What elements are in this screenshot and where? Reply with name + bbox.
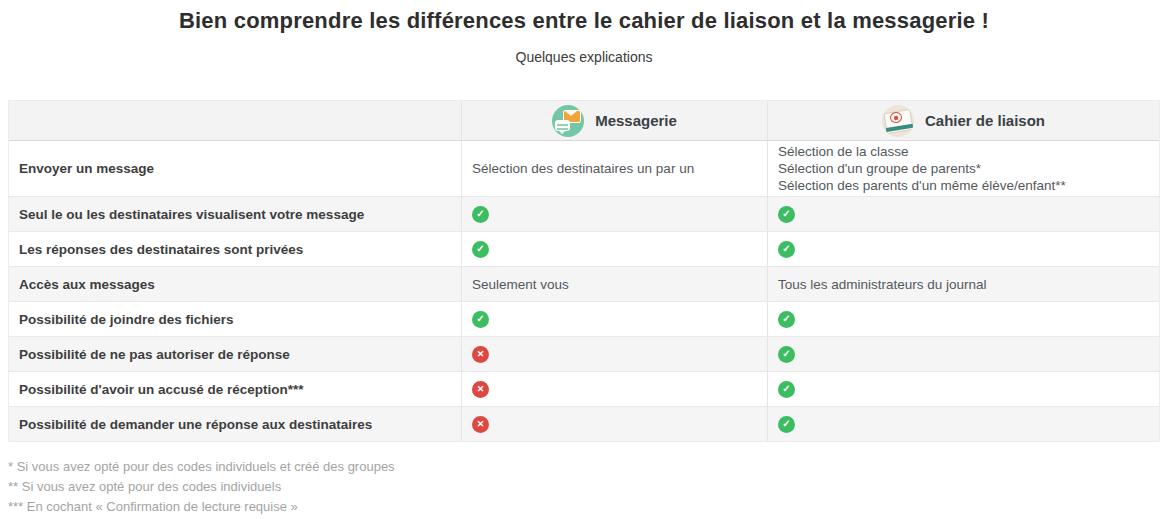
cell-messagerie: Sélection des destinataires un par un [461,141,767,196]
table-row: Les réponses des destinataires sont priv… [9,231,1159,266]
check-icon: ✓ [778,346,795,363]
page-subtitle: Quelques explications [0,49,1168,65]
cross-icon: ✕ [472,381,489,398]
header-cahier-label: Cahier de liaison [925,112,1045,129]
cell-text-line: Sélection d'un groupe de parents* [778,160,981,177]
page: Bien comprendre les différences entre le… [0,8,1168,517]
messagerie-icon [552,105,584,137]
table-row: Possibilité d'avoir un accusé de récepti… [9,371,1159,406]
row-label: Possibilité de ne pas autoriser de répon… [9,337,461,371]
check-icon: ✓ [778,416,795,433]
header-messagerie-label: Messagerie [595,112,677,129]
header-messagerie-cell: Messagerie [461,101,767,140]
speech-bubble-icon [555,120,570,131]
header-cahier-cell: Cahier de liaison [767,101,1159,140]
cell-cahier: Tous les administrateurs du journal [767,267,1159,301]
table-body: Envoyer un message Sélection des destina… [9,141,1159,441]
cell-cahier: ✓ [767,197,1159,231]
cell-cahier: ✓ [767,337,1159,371]
cell-cahier: Sélection de la classeSélection d'un gro… [767,141,1159,196]
row-label: Accès aux messages [9,267,461,301]
comparison-table: Messagerie Cahier de liaison Envoyer un … [8,100,1160,442]
cell-text-line: Seulement vous [472,276,569,293]
row-label: Possibilité de demander une réponse aux … [9,407,461,441]
row-label: Seul le ou les destinataires visualisent… [9,197,461,231]
check-icon: ✓ [778,241,795,258]
cell-messagerie: ✓ [461,232,767,266]
row-label: Les réponses des destinataires sont priv… [9,232,461,266]
table-row: Possibilité de demander une réponse aux … [9,406,1159,441]
table-row: Accès aux messages Seulement vous Tous l… [9,266,1159,301]
table-row: Possibilité de joindre des fichiers ✓ ✓ [9,301,1159,336]
check-icon: ✓ [472,206,489,223]
cell-messagerie: ✕ [461,407,767,441]
table-header-row: Messagerie Cahier de liaison [9,101,1159,141]
cell-text-line: Tous les administrateurs du journal [778,276,987,293]
cell-messagerie: Seulement vous [461,267,767,301]
cahier-de-liaison-icon [882,105,914,137]
footnote: *** En cochant « Confirmation de lecture… [8,497,1168,517]
row-label: Possibilité d'avoir un accusé de récepti… [9,372,461,406]
cell-text-line: Sélection des parents d'un même élève/en… [778,177,1066,194]
cell-cahier: ✓ [767,407,1159,441]
cell-text-line: Sélection des destinataires un par un [472,160,694,177]
cross-icon: ✕ [472,416,489,433]
row-label: Envoyer un message [9,141,461,196]
check-icon: ✓ [778,381,795,398]
table-row: Seul le ou les destinataires visualisent… [9,196,1159,231]
footnote: ** Si vous avez opté pour des codes indi… [8,477,1168,497]
row-label: Possibilité de joindre des fichiers [9,302,461,336]
cell-cahier: ✓ [767,302,1159,336]
cell-messagerie: ✕ [461,337,767,371]
check-icon: ✓ [472,311,489,328]
cross-icon: ✕ [472,346,489,363]
footnotes: * Si vous avez opté pour des codes indiv… [8,457,1168,517]
check-icon: ✓ [472,241,489,258]
header-feature-cell [9,101,461,140]
cell-messagerie: ✕ [461,372,767,406]
cell-messagerie: ✓ [461,302,767,336]
check-icon: ✓ [778,206,795,223]
table-row: Possibilité de ne pas autoriser de répon… [9,336,1159,371]
footnote: * Si vous avez opté pour des codes indiv… [8,457,1168,477]
check-icon: ✓ [778,311,795,328]
cell-cahier: ✓ [767,372,1159,406]
cell-text-line: Sélection de la classe [778,143,909,160]
page-title: Bien comprendre les différences entre le… [0,8,1168,34]
table-row: Envoyer un message Sélection des destina… [9,141,1159,196]
cell-cahier: ✓ [767,232,1159,266]
cell-messagerie: ✓ [461,197,767,231]
